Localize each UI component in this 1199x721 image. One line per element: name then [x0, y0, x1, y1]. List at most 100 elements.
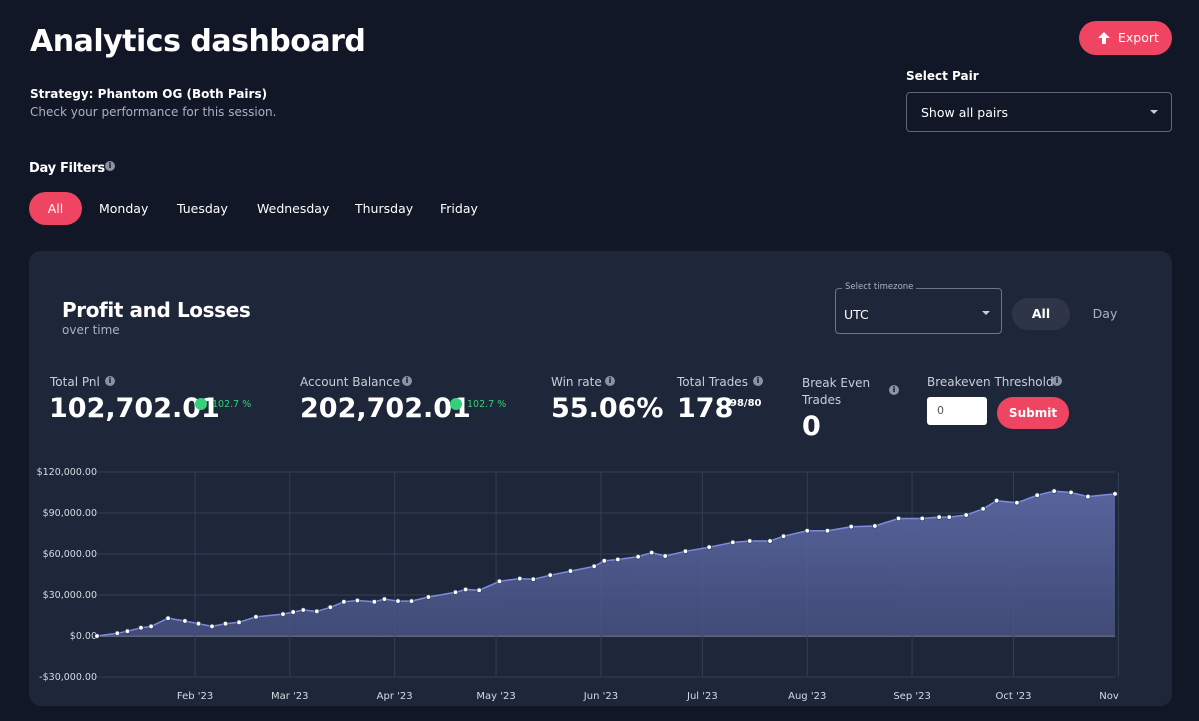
x-tick-label: Mar '23: [271, 691, 309, 702]
dropdown-arrow: [1150, 110, 1158, 114]
day-filter[interactable]: Friday: [440, 201, 478, 216]
data-point: [381, 596, 388, 602]
card-subtitle: over time: [62, 323, 120, 337]
data-point: [517, 575, 523, 582]
day-filter[interactable]: Monday: [99, 201, 149, 216]
data-point: [148, 623, 154, 630]
data-point: [919, 515, 925, 522]
data-point: [706, 544, 712, 550]
data-point: [165, 615, 171, 621]
data-point: [1085, 493, 1091, 500]
data-point: [1014, 500, 1020, 506]
stat-label: Total Pnl: [50, 375, 100, 389]
x-tick-label: Jun '23: [583, 691, 618, 702]
x-tick-label: Aug '23: [788, 691, 826, 702]
up-icon: [450, 398, 462, 410]
data-point: [124, 628, 131, 634]
data-point: [462, 586, 469, 593]
day-filter[interactable]: Thursday: [355, 201, 414, 216]
data-point: [476, 587, 482, 593]
stat-value: 178: [677, 393, 734, 424]
pair-label: Select Pair: [906, 69, 979, 83]
pair-value: Show all pairs: [921, 105, 1008, 120]
info-icon: i: [753, 376, 763, 386]
breakeven-label: Breakeven Threshold: [927, 375, 1054, 389]
page-title: Analytics dashboard: [30, 24, 366, 59]
data-point: [300, 607, 307, 613]
range-day[interactable]: Day: [1092, 306, 1118, 321]
x-tick-label: Sep '23: [893, 691, 931, 702]
x-tick-label: Apr '23: [377, 691, 413, 702]
range-all[interactable]: All: [1012, 298, 1070, 330]
export-label: Export: [1118, 30, 1159, 45]
data-point: [195, 621, 202, 627]
stat-value: 102,702.01: [49, 393, 220, 424]
data-point: [530, 576, 536, 582]
data-point: [946, 514, 952, 520]
data-point: [895, 515, 902, 522]
stat-value: 0: [802, 411, 821, 442]
day-filter[interactable]: All: [29, 192, 82, 225]
info-icon: i: [605, 376, 615, 386]
data-point: [94, 633, 100, 639]
x-tick-label: Nov '23: [1099, 691, 1137, 702]
data-point: [496, 578, 503, 585]
y-tick-label: -$30,000.00: [39, 672, 97, 683]
data-point: [395, 598, 401, 604]
timezone-value: UTC: [844, 307, 869, 322]
data-point: [730, 539, 736, 546]
stat-change: 102.7 %: [212, 399, 252, 410]
data-point: [290, 609, 296, 615]
export-button[interactable]: Export: [1079, 21, 1172, 55]
y-tick-label: $60,000.00: [43, 549, 97, 560]
y-tick-label: $30,000.00: [43, 590, 97, 601]
x-tick-label: Oct '23: [996, 691, 1032, 702]
data-point: [209, 623, 215, 630]
info-icon: i: [889, 385, 899, 395]
x-tick-label: May '23: [476, 691, 515, 702]
data-point: [280, 611, 286, 617]
data-point: [615, 556, 621, 563]
data-point: [767, 538, 773, 544]
up-icon: [195, 398, 207, 410]
data-point: [980, 506, 986, 512]
data-point: [591, 563, 597, 569]
data-point: [872, 523, 878, 529]
stat-change: 102.7 %: [467, 399, 507, 410]
data-point: [682, 548, 689, 554]
submit-button[interactable]: Submit: [997, 397, 1069, 429]
data-point: [371, 599, 378, 605]
data-point: [253, 614, 259, 620]
dropdown-arrow: [982, 311, 990, 315]
input-value: 0: [937, 404, 944, 417]
stat-value: 202,702.01: [300, 393, 471, 424]
breakeven-input[interactable]: 0: [927, 397, 987, 425]
data-point: [314, 608, 320, 615]
day-filters-label: Day Filters: [29, 161, 105, 176]
area: [97, 491, 1115, 636]
stat-value: 55.06%: [551, 393, 664, 424]
y-tick-label: $0.00: [70, 631, 97, 642]
stat-label: Account Balance: [300, 375, 401, 389]
data-point: [327, 604, 334, 610]
data-point: [114, 630, 120, 636]
y-tick-label: $90,000.00: [43, 508, 97, 519]
pair-select[interactable]: Show all pairs: [906, 92, 1172, 132]
stat-detail: 98/80: [730, 398, 762, 409]
data-point: [601, 558, 608, 564]
data-point: [824, 528, 831, 534]
data-point: [1034, 492, 1040, 498]
data-point: [804, 528, 810, 534]
data-point: [1112, 491, 1118, 497]
strategy-subtitle: Check your performance for this session.: [30, 105, 277, 119]
data-point: [408, 598, 415, 604]
day-filter[interactable]: Wednesday: [257, 201, 330, 216]
data-point: [780, 533, 787, 539]
info-icon: i: [402, 376, 412, 386]
timezone-label: Select timezone: [842, 282, 917, 292]
data-point: [1068, 489, 1074, 496]
day-filter[interactable]: Tuesday: [177, 201, 228, 216]
timezone-select[interactable]: Select timezone UTC: [835, 282, 1002, 334]
